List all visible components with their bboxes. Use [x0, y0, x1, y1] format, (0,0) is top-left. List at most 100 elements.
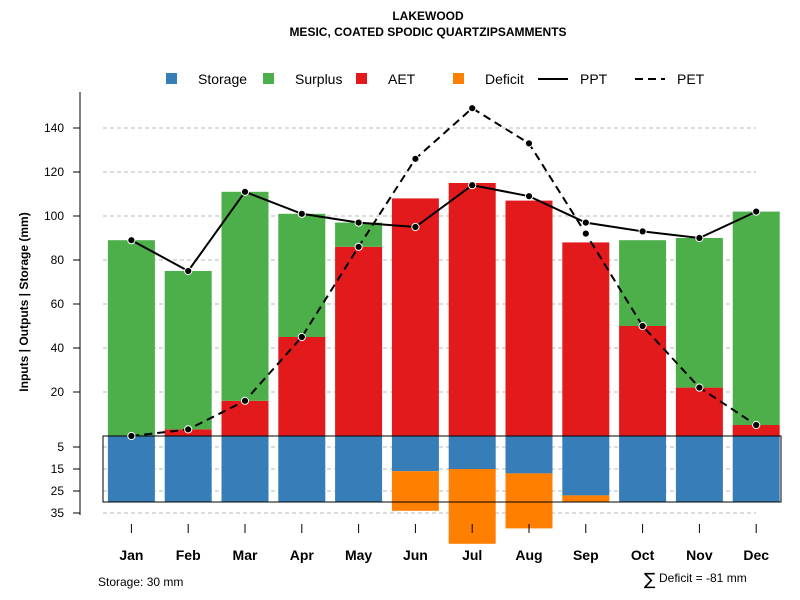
- storage-note: Storage: 30 mm: [98, 575, 183, 589]
- ppt-point: [524, 192, 534, 201]
- pet-point: [524, 139, 534, 148]
- legend: Storage Surplus AET Deficit PPT PET: [166, 71, 705, 87]
- aet-bar: [391, 198, 439, 436]
- aet-bar: [732, 425, 780, 436]
- pet-point: [184, 425, 193, 434]
- pet-point: [468, 104, 477, 113]
- ppt-point: [581, 218, 590, 227]
- bars: [102, 183, 782, 544]
- ppt-point: [752, 207, 761, 216]
- surplus-bar: [675, 238, 723, 388]
- pet-point: [695, 383, 704, 392]
- deficit-bar: [505, 473, 553, 529]
- axes: 20 40 60 80 100 120 140 5 15 25 35 Jan Feb Mar Apr May J…: [44, 92, 769, 563]
- x-tick-label: Jul: [462, 547, 482, 563]
- y-tick-label: 120: [44, 165, 64, 179]
- pet-point: [297, 332, 306, 342]
- y-tick-label: 5: [57, 440, 64, 454]
- surplus-bar: [164, 271, 212, 430]
- storage-bar: [221, 436, 269, 502]
- storage-bar: [107, 436, 155, 502]
- y-tick-label: 15: [51, 462, 65, 476]
- aet-bar: [505, 200, 553, 436]
- surplus-bar: [732, 211, 780, 425]
- gridlines: [103, 127, 756, 514]
- deficit-note: Deficit = -81 mm: [659, 571, 747, 585]
- y-tick-label: 20: [51, 385, 65, 399]
- storage-bar: [164, 436, 212, 502]
- ppt-line: [130, 184, 757, 273]
- chart-title: LAKEWOOD: [392, 9, 464, 23]
- deficit-bar: [562, 495, 610, 502]
- y-tick-label: 140: [44, 121, 64, 135]
- pet-line: [131, 106, 757, 437]
- legend-label: AET: [388, 71, 416, 87]
- deficit-bar: [391, 471, 439, 511]
- storage-bar: [505, 436, 553, 474]
- pet-point: [240, 396, 250, 405]
- y-tick-label: 60: [51, 297, 65, 311]
- pet-point: [752, 420, 761, 430]
- ppt-point: [297, 209, 306, 218]
- legend-label: Deficit: [485, 71, 524, 87]
- storage-bar: [732, 436, 780, 502]
- legend-label: Surplus: [295, 71, 342, 87]
- x-tick-label: Jan: [119, 547, 143, 563]
- ppt-point: [695, 233, 704, 243]
- storage-bar: [675, 436, 723, 502]
- storage-capacity-frame: [102, 435, 782, 503]
- x-tick-label: Jun: [403, 547, 428, 563]
- aet-bar: [562, 242, 610, 436]
- surplus-bar: [107, 240, 155, 436]
- y-tick-label: 100: [44, 209, 64, 223]
- aet-bar: [278, 337, 326, 436]
- y-tick-label: 40: [51, 341, 65, 355]
- aet-bar: [448, 183, 496, 436]
- ppt-point: [468, 181, 477, 190]
- legend-swatch: [356, 73, 367, 84]
- ppt-point: [638, 227, 647, 236]
- x-tick-label: Oct: [631, 547, 655, 563]
- storage-bar: [278, 436, 326, 502]
- pet-point: [411, 154, 420, 163]
- legend-swatch: [453, 73, 464, 84]
- legend-label: PPT: [580, 71, 608, 87]
- x-tick-label: Apr: [290, 547, 315, 563]
- storage-bar: [391, 436, 439, 472]
- surplus-bar: [619, 240, 667, 326]
- x-tick-label: May: [345, 547, 372, 563]
- storage-bar: [448, 436, 496, 469]
- legend-swatch: [166, 73, 177, 84]
- x-tick-label: Aug: [515, 547, 542, 563]
- storage-bar: [562, 436, 610, 496]
- y-tick-label: 25: [51, 484, 65, 498]
- x-tick-label: Dec: [743, 547, 769, 563]
- x-tick-label: Feb: [176, 547, 201, 563]
- aet-bar: [335, 246, 383, 436]
- sum-symbol: ∑: [644, 570, 656, 590]
- aet-bar: [675, 387, 723, 436]
- surplus-bar: [278, 213, 326, 337]
- y-axis-label: Inputs | Outputs | Storage (mm): [17, 212, 31, 391]
- x-tick-label: Mar: [233, 547, 258, 563]
- legend-swatch: [263, 73, 274, 84]
- series-lines: [127, 104, 761, 441]
- ppt-point: [411, 222, 420, 232]
- legend-label: PET: [677, 71, 705, 87]
- y-tick-label: 35: [51, 506, 65, 520]
- pet-point: [127, 431, 136, 441]
- ppt-point: [354, 218, 363, 227]
- ppt-point: [184, 266, 193, 276]
- storage-bar: [619, 436, 667, 502]
- legend-label: Storage: [198, 71, 247, 87]
- aet-bar: [221, 400, 269, 436]
- pet-point: [581, 229, 590, 238]
- x-tick-label: Sep: [573, 547, 599, 563]
- chart-subtitle: MESIC, COATED SPODIC QUARTZIPSAMMENTS: [289, 25, 566, 39]
- ppt-point: [240, 187, 250, 196]
- ppt-point: [127, 236, 136, 245]
- surplus-bar: [221, 191, 269, 401]
- pet-point: [638, 321, 647, 331]
- storage-bar: [335, 436, 383, 502]
